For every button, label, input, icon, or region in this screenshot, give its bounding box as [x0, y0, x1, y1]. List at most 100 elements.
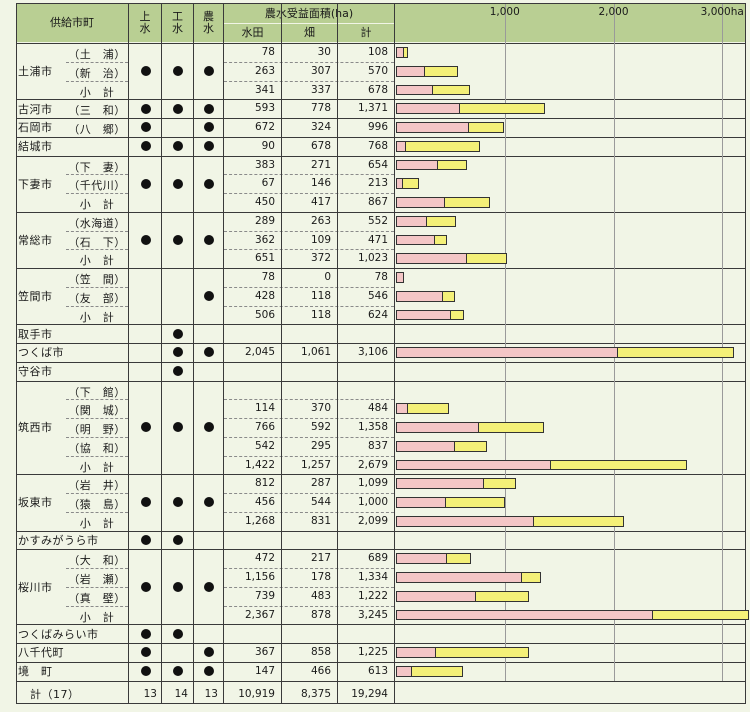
city-label: 結城市: [18, 140, 53, 154]
row-separator-dashed: [224, 174, 394, 175]
supply-dot: [173, 628, 183, 639]
header-top-line: [16, 3, 745, 4]
row-separator: [16, 268, 745, 269]
bar-field: [475, 590, 529, 602]
supply-dot: [204, 581, 214, 592]
total-value: 484: [367, 402, 388, 415]
bar-field: [652, 609, 749, 621]
chart-gridline: [614, 4, 615, 681]
bar-paddy: [396, 103, 461, 114]
field-value: 372: [310, 252, 331, 265]
supply-dot: [204, 422, 214, 433]
row-separator-dashed: [66, 231, 128, 232]
header-field: 畑: [282, 24, 337, 42]
paddy-value: 78: [261, 271, 275, 283]
axis-tick-label: 1,000: [489, 6, 520, 18]
paddy-value: 1,156: [244, 571, 275, 583]
field-value: 307: [310, 64, 331, 77]
bar-paddy: [396, 665, 412, 677]
field-value: 217: [310, 552, 331, 565]
total-value: 3,245: [357, 608, 388, 621]
bar-field: [426, 215, 457, 227]
row-separator: [16, 43, 745, 44]
bar-paddy: [396, 234, 436, 246]
paddy-value: 2,045: [244, 346, 275, 358]
paddy-value: 114: [254, 402, 275, 415]
total-value: 837: [367, 439, 388, 452]
city-label: つくば市: [18, 346, 64, 360]
field-value: 337: [310, 83, 331, 96]
field-value: 178: [310, 571, 331, 583]
bar-paddy: [396, 459, 551, 471]
row-separator-dashed: [66, 249, 128, 250]
row-separator-dashed: [66, 418, 128, 419]
city-label: 取手市: [18, 327, 53, 341]
supply-dot: [173, 103, 183, 114]
header-water-supply: 上 水: [129, 4, 161, 42]
total-value: 678: [367, 83, 388, 96]
paddy-value: 739: [254, 589, 275, 602]
bar-paddy: [396, 609, 654, 621]
bar-paddy: [396, 515, 534, 527]
supply-dot: [204, 66, 214, 77]
bar-field: [404, 140, 480, 152]
row-separator-dashed: [66, 456, 128, 457]
supply-dot: [141, 534, 151, 545]
field-value: 287: [310, 477, 331, 490]
totals-industrial: 14: [174, 688, 188, 700]
supply-dot: [173, 666, 183, 677]
district-label: 小 計: [79, 198, 115, 211]
paddy-value: 263: [254, 64, 275, 77]
bar-paddy: [396, 122, 470, 133]
bar-field: [532, 515, 625, 527]
total-value: 1,334: [357, 571, 388, 583]
district-label: （明 野）: [68, 423, 126, 436]
bar-field: [441, 290, 456, 302]
column-separator: [193, 3, 194, 704]
supply-dot: [204, 666, 214, 677]
total-value: 213: [367, 177, 388, 190]
bar-paddy: [396, 553, 448, 564]
district-label: （笠 間）: [68, 273, 126, 286]
supply-dot: [173, 66, 183, 77]
row-separator-dashed: [66, 512, 128, 513]
bar-paddy: [396, 215, 428, 227]
bar-field: [410, 665, 463, 677]
bar-field: [434, 647, 530, 658]
paddy-value: 472: [254, 552, 275, 565]
bar-field: [478, 422, 544, 433]
row-separator-dashed: [224, 287, 394, 288]
axis-tick-label: 3,000ha: [700, 6, 744, 18]
bar-field: [450, 309, 464, 321]
column-separator: [223, 3, 224, 704]
row-separator: [16, 681, 745, 682]
supply-dot: [141, 497, 151, 508]
bar-field: [434, 234, 448, 246]
total-value: 689: [367, 552, 388, 565]
paddy-value: 456: [254, 496, 275, 508]
supply-dot: [173, 141, 183, 152]
field-value: 146: [310, 177, 331, 190]
bar-field: [444, 497, 505, 508]
district-label: （岩 瀬）: [68, 573, 126, 586]
bar-paddy: [396, 478, 485, 489]
total-value: 1,225: [357, 646, 388, 658]
supply-dot: [141, 234, 151, 245]
supply-dot: [141, 581, 151, 592]
field-value: 417: [310, 196, 331, 208]
chart-gridline: [505, 4, 506, 681]
city-label: 古河市: [18, 102, 53, 116]
total-value: 78: [374, 271, 388, 283]
row-separator-dashed: [224, 231, 394, 232]
supply-dot: [141, 628, 151, 639]
city-label: 土浦市: [18, 65, 53, 79]
total-value: 552: [367, 214, 388, 227]
district-label: 小 計: [79, 85, 115, 99]
paddy-value: 812: [254, 477, 275, 490]
district-label: （新 治）: [68, 66, 126, 80]
row-separator: [16, 99, 745, 100]
bar-field: [432, 84, 470, 96]
supply-dot: [173, 581, 183, 592]
district-label: （千代川）: [68, 179, 126, 193]
supply-dot: [204, 178, 214, 189]
